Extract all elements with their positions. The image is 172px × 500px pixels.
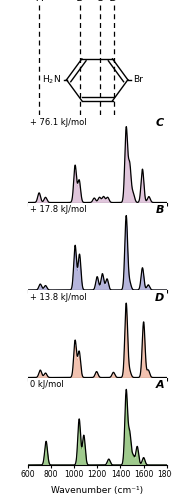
Text: C: C [97, 0, 103, 3]
Text: D: D [110, 0, 118, 3]
Text: A: A [155, 380, 164, 390]
Text: B: B [77, 0, 84, 3]
Text: C: C [156, 118, 164, 128]
Text: H$_2$N: H$_2$N [42, 74, 61, 86]
Text: + 17.8 kJ/mol: + 17.8 kJ/mol [30, 205, 87, 214]
Text: + 76.1 kJ/mol: + 76.1 kJ/mol [30, 118, 87, 126]
Text: + 13.8 kJ/mol: + 13.8 kJ/mol [30, 292, 87, 302]
Text: Br: Br [133, 76, 143, 84]
Text: A: A [36, 0, 43, 3]
Text: B: B [155, 205, 164, 215]
Text: Wavenumber (cm⁻¹): Wavenumber (cm⁻¹) [51, 486, 143, 495]
Text: 0 kJ/mol: 0 kJ/mol [30, 380, 64, 389]
Text: D: D [155, 292, 164, 302]
